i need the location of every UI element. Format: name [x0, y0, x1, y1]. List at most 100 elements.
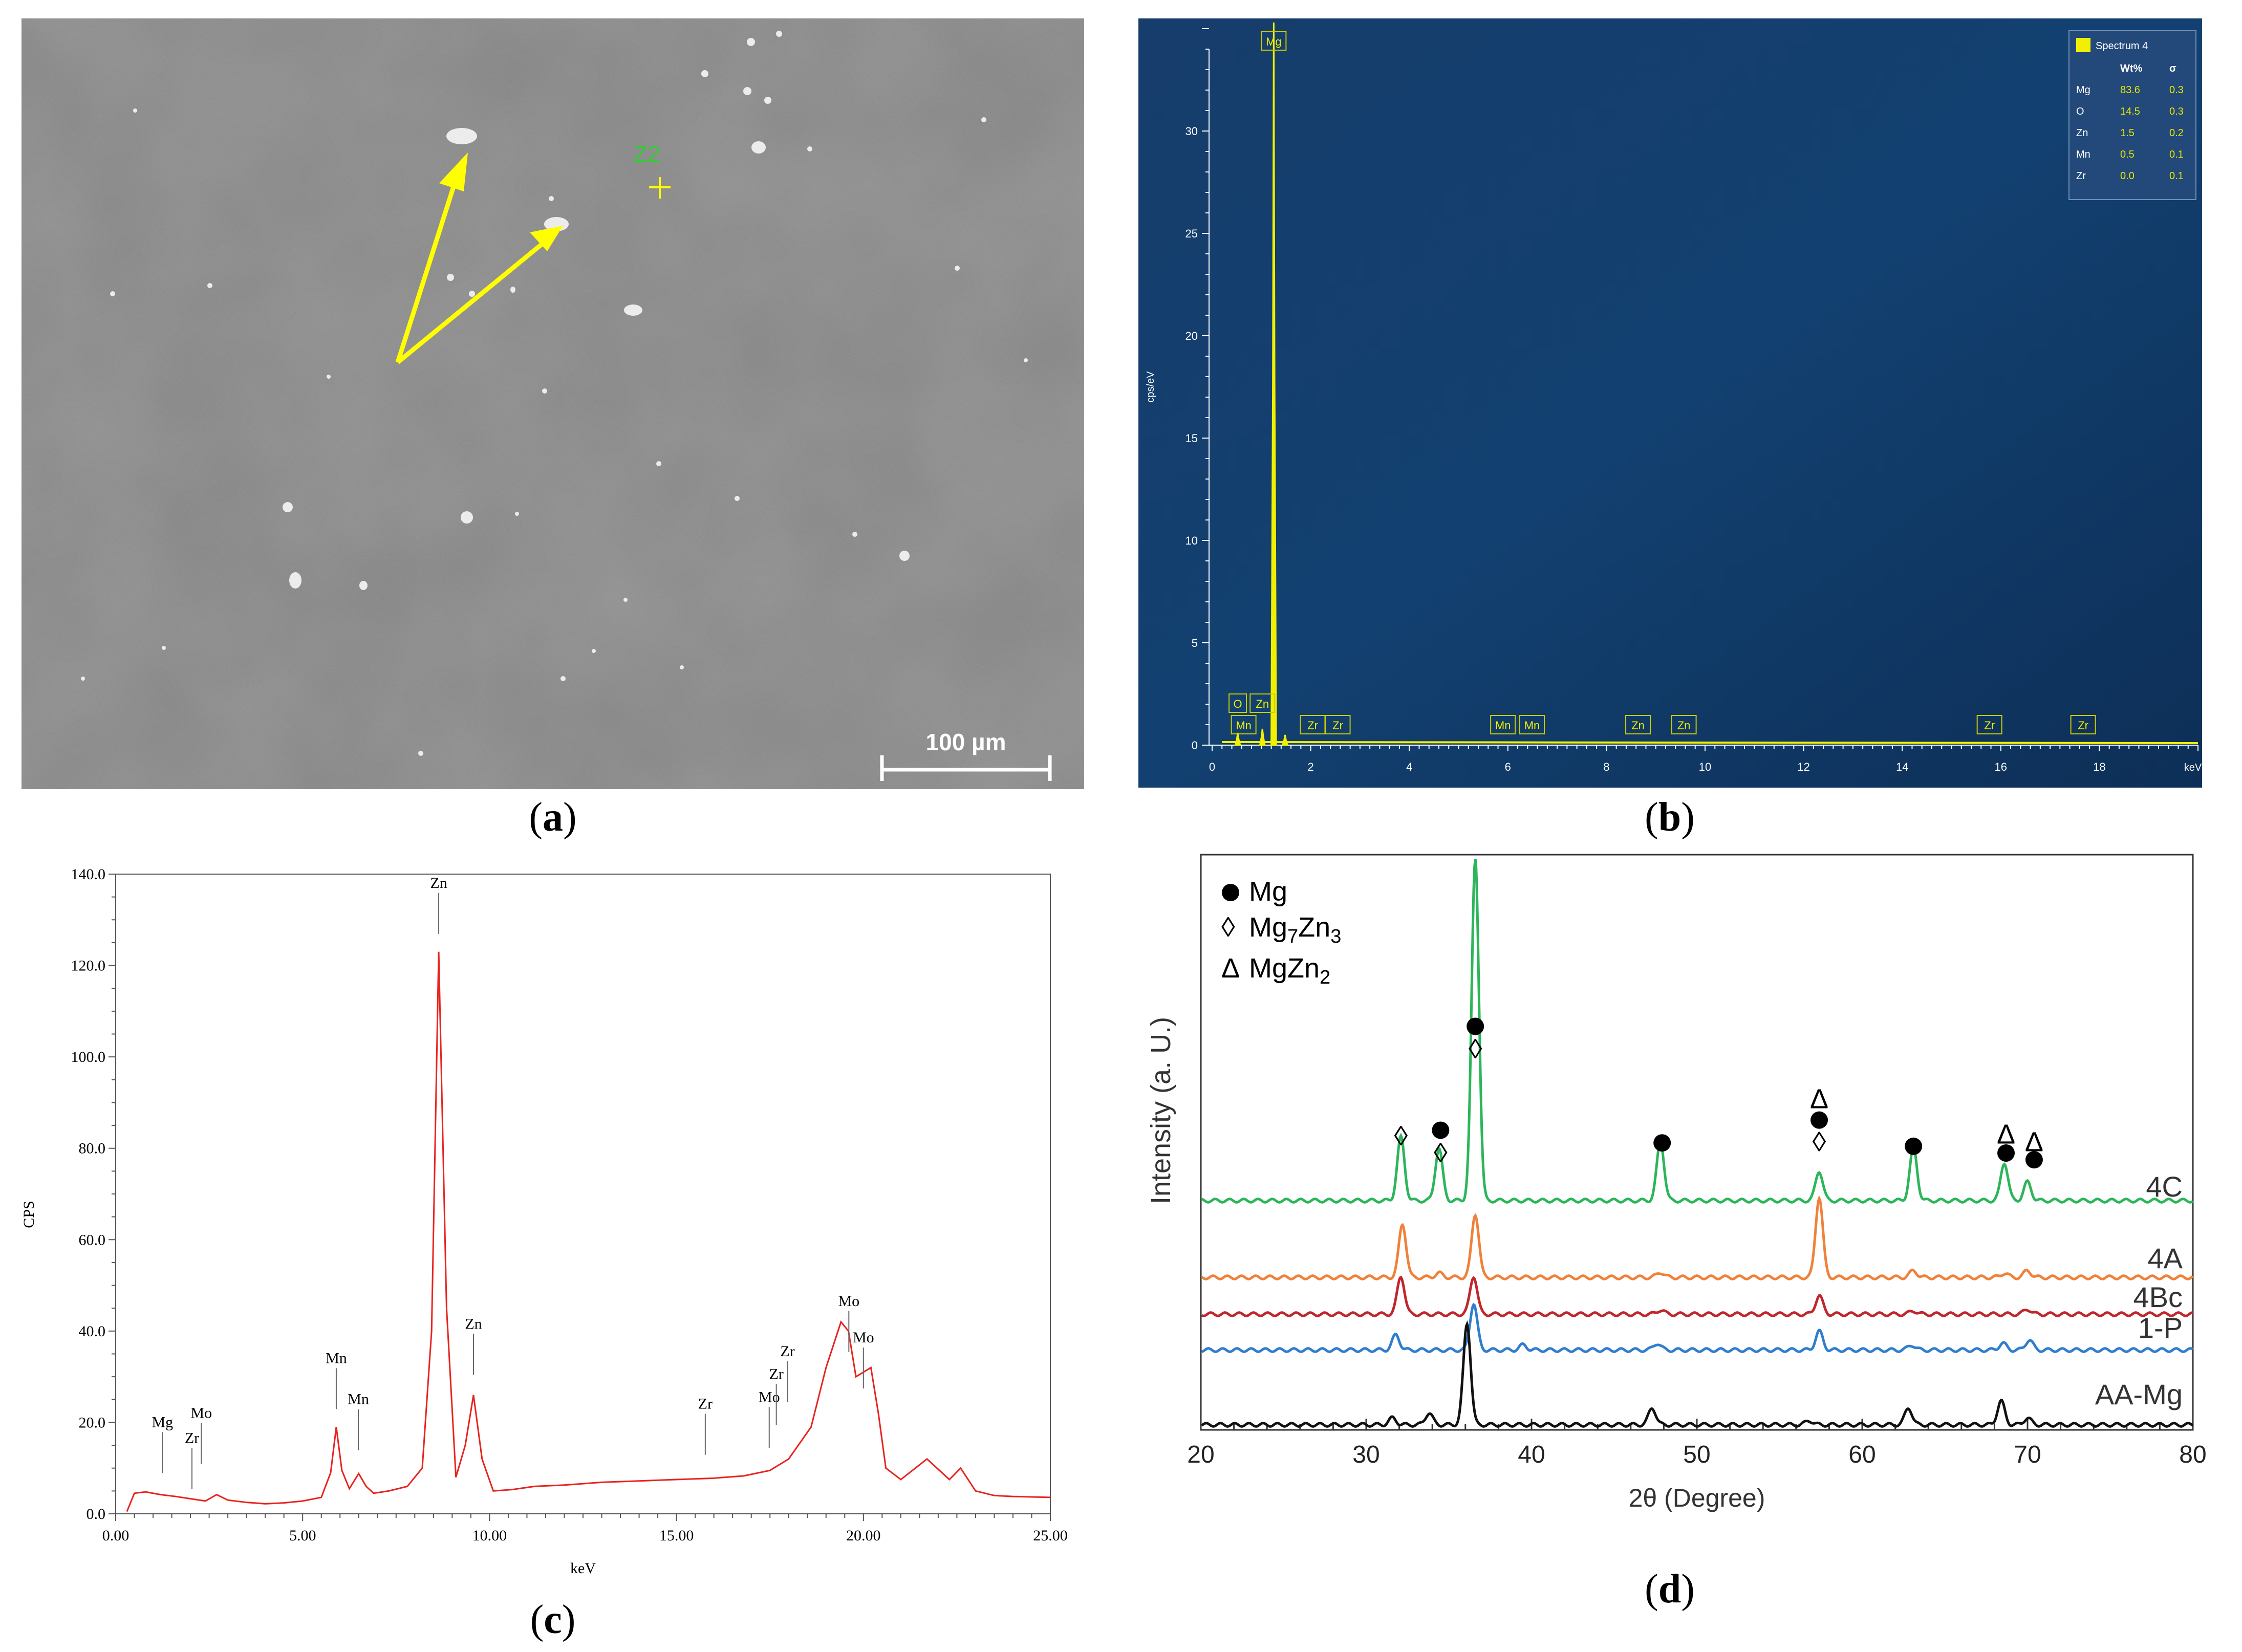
series-label: AA-Mg [2095, 1378, 2183, 1410]
precipitate-particles [81, 31, 1028, 756]
spectrum-peak [1270, 22, 1277, 746]
element-label: Mg [1266, 35, 1282, 48]
eds-spectrum-chart: 0.00 5.00 10.00 15.00 20.00 25.00 0.0 20.0 40.0 6… [20, 866, 1068, 1577]
caption-a: (a) [529, 795, 577, 840]
legend-swatch [2076, 38, 2090, 52]
element-label-box [1300, 715, 1326, 734]
legend-header: σ [2169, 63, 2176, 74]
xrd-panel: 20 30 40 50 60 70 80 2θ (Degree) Intensity (a. U… [1139, 844, 2230, 1592]
x-tick-label: 20 [1187, 1441, 1214, 1468]
x-tick-label: 40 [1518, 1441, 1545, 1468]
particle [560, 676, 566, 681]
element-label: Mn [1236, 719, 1252, 732]
particle [743, 87, 751, 95]
x-tick-label: 5.00 [289, 1527, 316, 1544]
peak-label: Mo [838, 1293, 859, 1310]
x-tick-label: 12 [1797, 760, 1809, 773]
particle [207, 283, 212, 288]
eds-spectrum-dark-panel: 0 2 4 6 8 10 12 14 16 18 0 5 10 15 20 25 30 keV cps/eV Mg O… [1138, 18, 2202, 788]
x-tick-label: 14 [1896, 760, 1908, 773]
particle [110, 291, 115, 296]
particle [701, 70, 708, 77]
x-tick-label: 0 [1209, 760, 1215, 773]
legend-cell: 1.5 [2120, 127, 2135, 139]
spectrum-peak [1281, 734, 1289, 746]
y-tick-label: 20.0 [79, 1414, 106, 1431]
particle [955, 266, 960, 271]
legend-cell: Mg [2076, 84, 2090, 96]
legend-cell: 0.1 [2169, 149, 2184, 160]
xrd-series-line [1201, 858, 2194, 1204]
particle [624, 305, 642, 316]
x-tick-label: 16 [1995, 760, 2007, 773]
peak-label: Zr [185, 1430, 199, 1447]
particle [764, 97, 771, 104]
mg7zn3-marker-icon: ◊ [1813, 1127, 1826, 1158]
y-tick-label: 40.0 [79, 1323, 106, 1340]
particle [592, 649, 596, 653]
particle [680, 665, 684, 669]
y-tick-label: 140.0 [71, 866, 106, 883]
series-label: 1-P [2138, 1312, 2183, 1344]
particle [81, 677, 85, 681]
plot-frame [115, 874, 1051, 1514]
x-tick-label: 20.00 [846, 1527, 881, 1544]
particle [549, 196, 554, 201]
element-label-box [1249, 693, 1276, 713]
eds-crosshair: Z2 [634, 142, 671, 199]
peak-label: Zn [430, 875, 447, 892]
mg-marker-icon [1997, 1144, 2015, 1162]
legend-cell: 0.3 [2169, 106, 2184, 117]
eds-spectrum-panel: 0.00 5.00 10.00 15.00 20.00 25.00 0.0 20.0 40.0 6… [20, 844, 1106, 1599]
x-tick-label: 25.00 [1033, 1527, 1068, 1544]
particle [418, 751, 423, 756]
spectrum-peak [1234, 732, 1241, 746]
x-axis-label: keV [2184, 762, 2202, 773]
particle [735, 496, 740, 501]
x-tick-label: 10.00 [472, 1527, 507, 1544]
eds-spectrum-dark: 0 2 4 6 8 10 12 14 16 18 0 5 10 15 20 25 30 keV cps/eV Mg O… [1138, 18, 2202, 788]
mg7zn3-marker-icon: ◊ [1469, 1034, 1482, 1064]
mg7zn3-marker-icon: ◊ [1434, 1138, 1448, 1168]
series-label: 4Bc [2133, 1281, 2183, 1313]
x-tick-label: 4 [1406, 760, 1412, 773]
spectrum-trace [1222, 22, 2198, 746]
element-label-box [1976, 715, 2002, 734]
arrow-head-icon [439, 153, 468, 191]
legend-label: Mg [1249, 876, 1287, 907]
legend-cell: 83.6 [2120, 84, 2140, 96]
y-tick-label: 5 [1192, 637, 1198, 649]
scale-bar: 100 µm [880, 729, 1052, 781]
spectrum-peak [1259, 728, 1266, 746]
plot-frame [1200, 854, 2194, 1431]
xrd-series-line [1201, 1320, 2194, 1428]
xrd-series-line [1201, 1275, 2193, 1317]
y-tick-label: 30 [1185, 125, 1198, 138]
legend-symbol-icon: ◊ [1221, 912, 1235, 943]
legend-cell: 0.2 [2169, 127, 2184, 139]
particle [133, 108, 137, 113]
mg-marker-icon [1653, 1134, 1671, 1152]
element-label: Zr [2078, 719, 2088, 732]
particle [747, 38, 755, 46]
particle [283, 502, 293, 512]
particle [544, 217, 569, 231]
legend-label: MgZn2 [1249, 953, 1330, 988]
peak-label: Zr [780, 1343, 794, 1360]
x-tick-label: 0.00 [102, 1527, 130, 1544]
mgzn2-marker-icon: Δ [1810, 1083, 1828, 1114]
element-labels: Mg O Zn Mn Zr Zr Mn Mn Zn Zn Zr Zr [1228, 31, 2096, 734]
sem-image-panel: Z2 100 µm [21, 18, 1084, 789]
x-tick-label: 2 [1307, 760, 1313, 773]
x-tick-label: 50 [1683, 1441, 1710, 1468]
particle [515, 512, 519, 516]
element-label-box [1519, 715, 1545, 734]
element-label-box [1261, 31, 1287, 51]
element-label: Zr [1307, 719, 1318, 732]
caption-d: (d) [1645, 1567, 1695, 1612]
x-tick-label: 15.00 [659, 1527, 694, 1544]
x-tick-label: 10 [1699, 760, 1711, 773]
particle [447, 274, 454, 281]
xrd-series-line [1201, 1195, 2194, 1280]
xrd-chart: 20 30 40 50 60 70 80 2θ (Degree) Intensity (a. U… [1146, 854, 2207, 1512]
